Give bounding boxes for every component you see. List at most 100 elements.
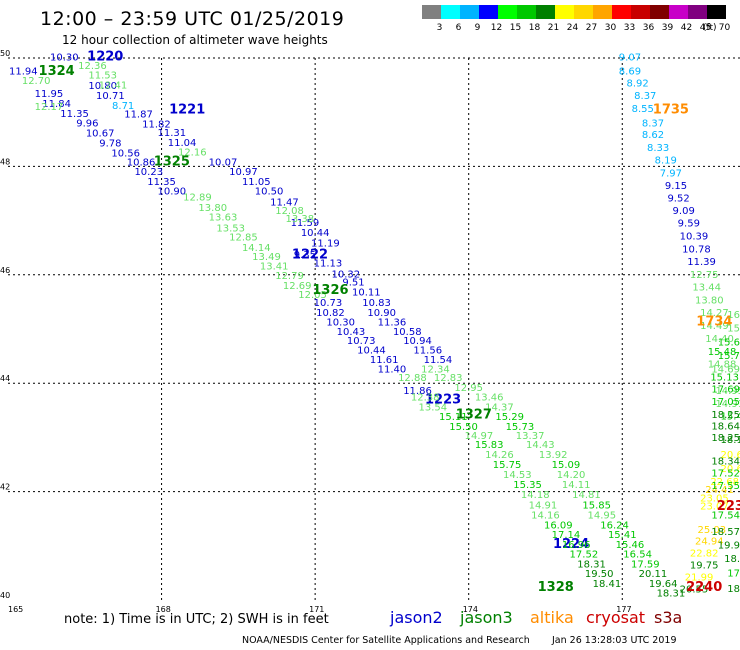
x-tick-label: 177 bbox=[616, 605, 631, 614]
swh-point-label: 19.9 bbox=[718, 541, 740, 552]
swh-point-label: 14.16 bbox=[531, 511, 560, 522]
scale-swatch bbox=[612, 5, 631, 19]
swh-point-label: 11.59 bbox=[291, 218, 320, 229]
swh-point-label: 22.68 bbox=[710, 477, 739, 488]
swh-point-label: 19.75 bbox=[690, 561, 719, 572]
swh-point-label: 15.7 bbox=[718, 351, 740, 362]
swh-point-label: 15.48 bbox=[708, 347, 737, 358]
scale-swatch-label: 42 bbox=[680, 23, 693, 33]
swh-point-label: 18 bbox=[727, 584, 740, 595]
swh-point-label: 16.24 bbox=[600, 520, 629, 531]
pass-number-label: 1220 bbox=[87, 50, 123, 65]
swh-point-label: 20.62 bbox=[721, 464, 740, 475]
swh-point-label: 13.37 bbox=[516, 431, 545, 442]
swh-point-label: 15.35 bbox=[513, 480, 542, 491]
swh-point-label: 12.70 bbox=[22, 76, 51, 87]
swh-point-label: 10.30 bbox=[50, 53, 79, 64]
swh-point-label: 14.97 bbox=[465, 431, 494, 442]
scale-swatch bbox=[479, 5, 498, 19]
swh-point-label: 12.89 bbox=[183, 193, 212, 204]
swh-point-label: 8.55 bbox=[632, 104, 654, 115]
swh-point-label: 13.80 bbox=[695, 296, 724, 307]
swh-point-label: 10.11 bbox=[352, 287, 381, 298]
scale-swatch bbox=[498, 5, 517, 19]
y-tick-label: 44 bbox=[0, 374, 10, 383]
pass-number-label: 1326 bbox=[312, 283, 348, 298]
plot-grid bbox=[8, 57, 740, 600]
swh-point-label: 9.51 bbox=[342, 278, 364, 289]
swh-point-label: 18.13 bbox=[721, 435, 740, 446]
footer-note: note: 1) Time is in UTC; 2) SWH is in fe… bbox=[64, 612, 329, 627]
swh-point-label: 21.99 bbox=[685, 572, 714, 583]
swh-point-label: 8.33 bbox=[647, 143, 669, 154]
swh-point-label: 11.94 bbox=[9, 66, 38, 77]
swh-point-label: 12.36 bbox=[78, 61, 107, 72]
swh-point-label: 10.39 bbox=[680, 232, 709, 243]
swh-point-label: 14.14 bbox=[242, 243, 271, 254]
swh-point-label: 10.43 bbox=[337, 327, 366, 338]
scale-swatch bbox=[536, 5, 555, 19]
swh-point-label: 9.78 bbox=[99, 138, 121, 149]
swh-point-label: 9.96 bbox=[76, 118, 98, 129]
swh-point-label: 12.17 bbox=[35, 102, 64, 113]
scale-swatch-label: 6 bbox=[455, 23, 462, 33]
swh-point-label: 10.32 bbox=[332, 270, 361, 281]
swh-point-label: 9.09 bbox=[673, 206, 695, 217]
swh-point-label: 11.86 bbox=[403, 386, 432, 397]
swh-point-label: 8.62 bbox=[642, 130, 664, 141]
swh-point-label: 16 bbox=[727, 310, 740, 321]
scale-swatch bbox=[422, 5, 441, 19]
swh-point-label: 12.83 bbox=[434, 373, 463, 384]
swh-point-label: 18.25 bbox=[711, 433, 740, 444]
swh-point-label: 14.88 bbox=[708, 359, 737, 370]
swh-point-label: 13.53 bbox=[216, 223, 245, 234]
x-tick-label: 174 bbox=[463, 605, 478, 614]
swh-point-label: 13.44 bbox=[692, 283, 721, 294]
swh-point-label: 11.56 bbox=[413, 345, 442, 356]
swh-point-label: 11.19 bbox=[311, 239, 340, 250]
swh-point-label: 8.37 bbox=[634, 91, 656, 102]
pass-number-label: 1325 bbox=[154, 154, 190, 169]
pass-number-label: 1224 bbox=[553, 537, 589, 552]
swh-point-label: 12.34 bbox=[421, 364, 450, 375]
swh-point-label: 13.92 bbox=[539, 450, 568, 461]
swh-point-label: 15.73 bbox=[506, 422, 535, 433]
swh-point-label: 14.26 bbox=[485, 450, 514, 461]
scale-swatch bbox=[460, 5, 479, 19]
swh-point-label: 18.57 bbox=[711, 527, 740, 538]
swh-point-label: 14.91 bbox=[529, 500, 558, 511]
scale-swatch-label: 12 bbox=[490, 23, 503, 33]
satellite-legend-jason3: jason3 bbox=[460, 608, 513, 627]
swh-point-label: 8.71 bbox=[112, 101, 134, 112]
swh-point-label: 15.11 bbox=[439, 412, 468, 423]
swh-point-label: 9.15 bbox=[665, 181, 687, 192]
satellite-legend-altika: altika bbox=[530, 608, 574, 627]
swh-point-label: 10.83 bbox=[362, 298, 391, 309]
pass-number-label: 1221 bbox=[169, 102, 205, 117]
swh-point-label: 14.49 bbox=[700, 321, 729, 332]
swh-point-label: 17.05 bbox=[711, 397, 740, 408]
swh-point-label: 11.40 bbox=[378, 364, 407, 375]
swh-point-label: 10.44 bbox=[357, 345, 386, 356]
scale-swatch bbox=[631, 5, 650, 19]
swh-point-label: 23.05 bbox=[700, 493, 729, 504]
swh-point-label: 11.13 bbox=[314, 259, 343, 270]
scale-swatch bbox=[650, 5, 669, 19]
swh-point-label: 8.37 bbox=[642, 118, 664, 129]
swh-point-label: 14.40 bbox=[705, 334, 734, 345]
pass-number-label: 1223 bbox=[425, 392, 461, 407]
swh-point-label: 14.95 bbox=[715, 386, 740, 397]
scale-swatch-label: 30 bbox=[604, 23, 617, 33]
scale-swatch bbox=[593, 5, 612, 19]
chart-title: 12:00 – 23:59 UTC 01/25/2019 bbox=[40, 8, 345, 30]
swh-point-label: 10.90 bbox=[157, 187, 186, 198]
footer-credit: NOAA/NESDIS Center for Satellite Applica… bbox=[242, 635, 530, 646]
swh-point-label: 19.64 bbox=[649, 579, 678, 590]
swh-point-label: 23.07 bbox=[700, 501, 729, 512]
plot-data-marks: 10.3011.9411.9511.8410.8010.718.7111.359… bbox=[9, 50, 740, 600]
swh-point-label: 11.53 bbox=[88, 71, 117, 82]
scale-swatch-label: 36 bbox=[642, 23, 655, 33]
swh-point-label: 14.95 bbox=[587, 511, 616, 522]
swh-point-label: 11.84 bbox=[42, 99, 71, 110]
